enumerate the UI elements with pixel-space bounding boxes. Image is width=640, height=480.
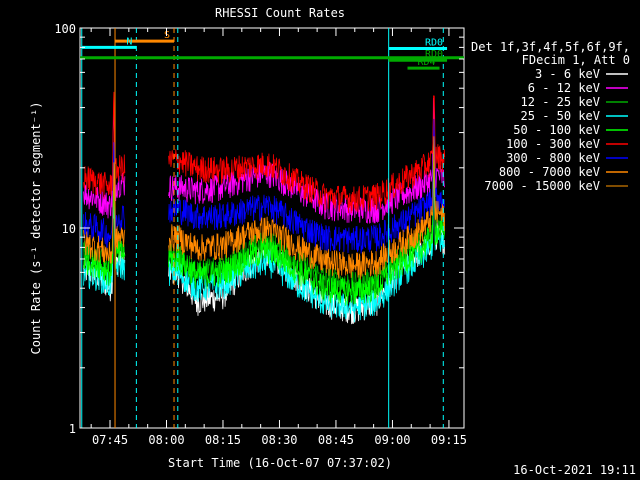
series-line-6: [83, 91, 446, 214]
legend: Det 1f,3f,4f,5f,6f,9f, FDecim 1, Att 0 3…: [471, 40, 630, 193]
x-tick-label-6: 09:00: [374, 433, 410, 447]
series-layer: [83, 91, 446, 325]
axes-layer: 1 10 100 07:45 08:00 08:15 08:30 08:45 09:00 09:1…: [54, 22, 467, 447]
footer-timestamp: 16-Oct-2021 19:11: [513, 463, 636, 477]
legend-entry-label-9: 7000 - 15000 keV: [484, 179, 600, 193]
legend-header-line-2: FDecim 1, Att 0: [522, 53, 630, 67]
legend-entry-label-3: 12 - 25 keV: [521, 95, 600, 109]
x-tick-label-2: 08:00: [148, 433, 184, 447]
legend-entry-label-4: 25 - 50 keV: [521, 109, 600, 123]
x-tick-label-5: 08:45: [318, 433, 354, 447]
x-tick-label-4: 08:30: [261, 433, 297, 447]
y-axis-label: Count Rate (s⁻¹ detector segment⁻¹): [29, 102, 43, 355]
chart-title: RHESSI Count Rates: [215, 6, 345, 20]
x-tick-label-3: 08:15: [205, 433, 241, 447]
x-tick-label-7: 09:15: [431, 433, 467, 447]
series-line-5: [83, 155, 446, 306]
legend-entry-label-5: 50 - 100 keV: [513, 123, 600, 137]
series-line-7: [83, 118, 446, 254]
x-tick-label-1: 07:45: [92, 433, 128, 447]
y-tick-label-2: 10: [62, 222, 76, 236]
series-line-2: [83, 97, 446, 225]
legend-entry-label-2: 6 - 12 keV: [528, 81, 600, 95]
legend-entry-label-8: 800 - 7000 keV: [499, 165, 600, 179]
legend-entry-label-6: 100 - 300 keV: [506, 137, 600, 151]
legend-entry-label-7: 300 - 800 keV: [506, 151, 600, 165]
annotation-bar-label-13: RD4: [417, 57, 435, 68]
y-tick-label-1: 1: [69, 422, 76, 436]
legend-header-line-1: Det 1f,3f,4f,5f,6f,9f,: [471, 40, 630, 54]
x-axis-label: Start Time (16-Oct-07 07:37:02): [168, 456, 392, 470]
annotation-bar-label-9: N: [126, 36, 132, 47]
annotation-bar-label-11: RD0: [425, 37, 443, 48]
legend-entry-label-1: 3 - 6 keV: [535, 67, 600, 81]
annotation-bar-label-12: RD0: [425, 49, 443, 60]
annotation-bar-label-8: S: [164, 30, 170, 41]
y-tick-label-3: 100: [54, 22, 76, 36]
series-line-8: [83, 136, 446, 280]
